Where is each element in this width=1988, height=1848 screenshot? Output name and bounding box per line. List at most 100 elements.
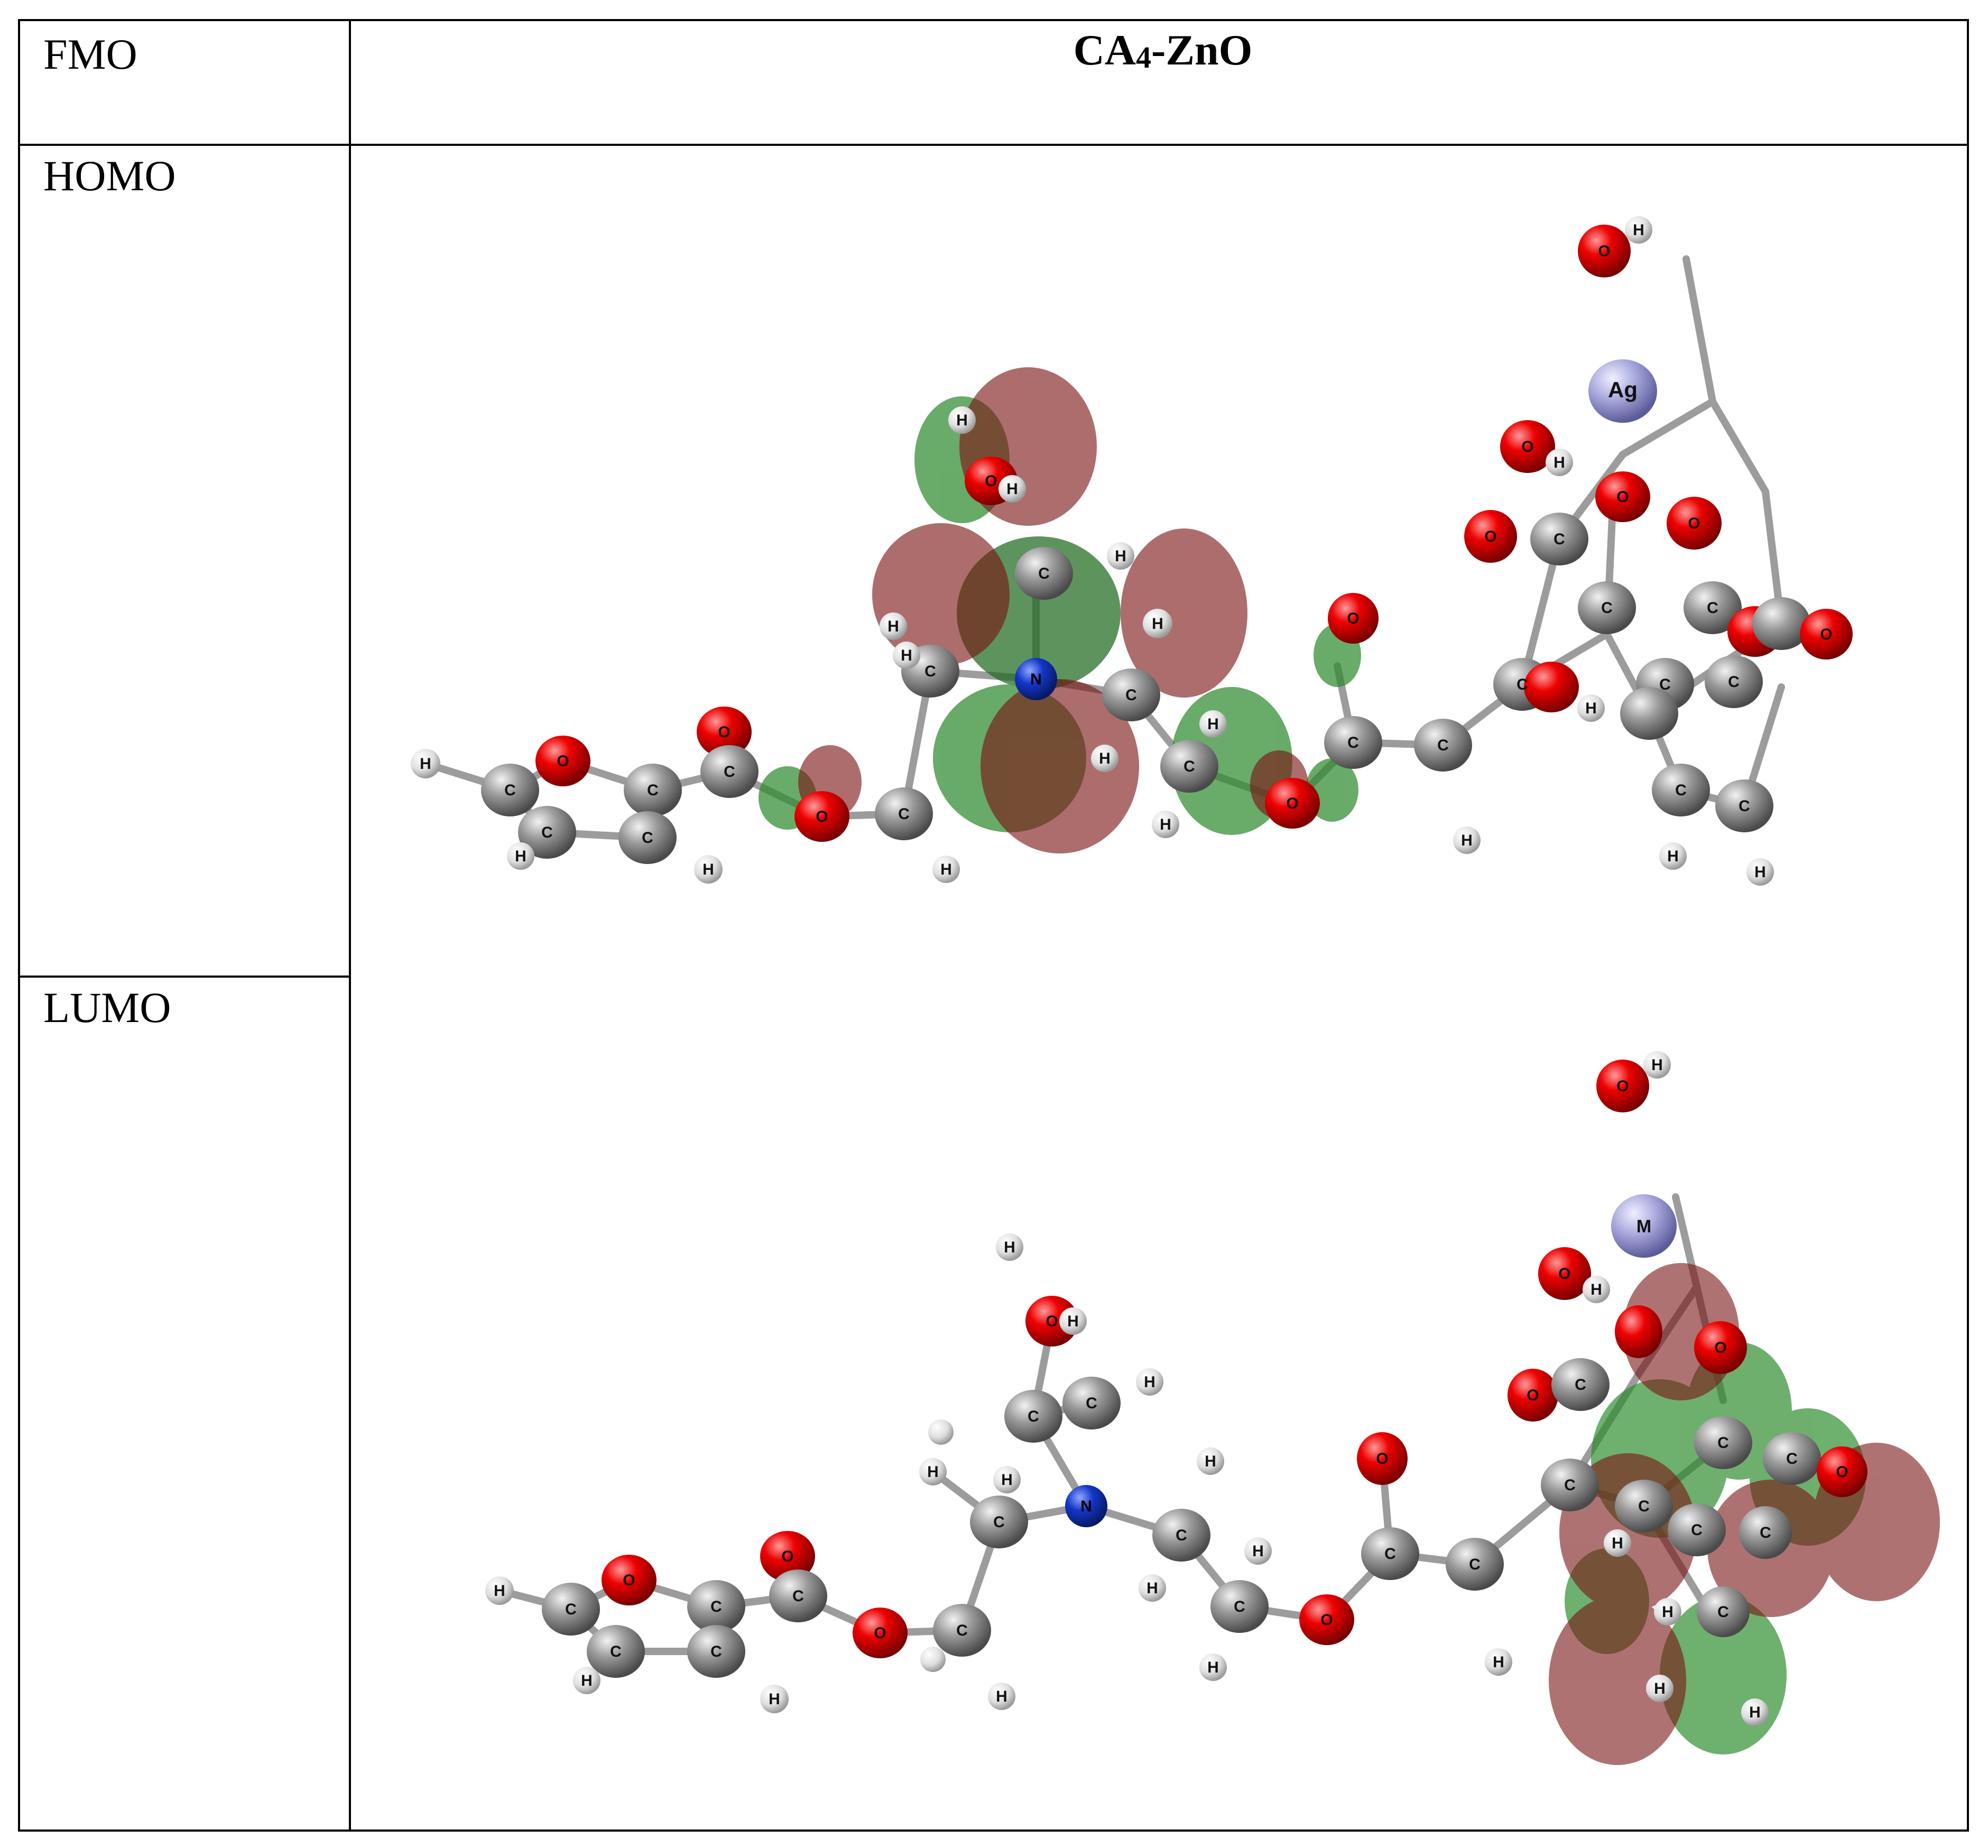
- atom-label: H: [1461, 832, 1473, 849]
- atom-label: H: [1205, 1453, 1216, 1470]
- atom-label: C: [541, 824, 553, 841]
- atom-label: O: [1286, 795, 1298, 812]
- atom-label: H: [956, 412, 968, 429]
- atom-label: C: [710, 1598, 722, 1615]
- atom-label: C: [565, 1601, 577, 1618]
- atom-label: H: [1001, 1471, 1013, 1489]
- atom-label: H: [940, 861, 952, 878]
- atom-label: O: [781, 1548, 793, 1565]
- atom-label: C: [1575, 1376, 1586, 1394]
- atom-label: O: [985, 472, 997, 490]
- atom-label: H: [1585, 700, 1597, 717]
- atom-label: C: [647, 782, 659, 799]
- atom-label: H: [1252, 1543, 1264, 1560]
- atom-label: C: [1086, 1395, 1097, 1412]
- atom-label: H: [1067, 1313, 1079, 1330]
- atom-label: C: [1028, 1408, 1039, 1425]
- atom-label: C: [1717, 1434, 1729, 1452]
- atom-label: C: [724, 763, 735, 781]
- header-compound: CA4-ZnO: [1004, 29, 1321, 73]
- atom-label: C: [956, 1622, 968, 1639]
- atom-label: H: [420, 755, 431, 773]
- atom-label: C: [1659, 676, 1671, 693]
- atom-label: C: [1517, 676, 1528, 693]
- atom-label: H: [1651, 1056, 1663, 1074]
- atom-label: H: [1207, 1659, 1219, 1676]
- atom-label: O: [1347, 610, 1359, 627]
- atom-label: C: [1437, 737, 1449, 754]
- atom-label: O: [718, 723, 730, 741]
- atom-label: H: [515, 848, 526, 865]
- atom-label: M: [1636, 1216, 1651, 1237]
- atom-label: H: [769, 1691, 780, 1708]
- homo-atoms: [411, 216, 1853, 886]
- row-label-lumo: LUMO: [43, 983, 171, 1032]
- atom-label: H: [1160, 816, 1171, 833]
- atom-label: C: [1564, 1476, 1576, 1494]
- atom-label: C: [504, 782, 516, 799]
- atom-label: H: [702, 861, 714, 878]
- atom-label: C: [1554, 531, 1565, 548]
- atom-label: C: [1717, 1603, 1729, 1621]
- atom-label: N: [1080, 1498, 1092, 1515]
- atom-label: O: [1521, 438, 1533, 456]
- homo-atom-labels: H C O C H C C H O C O C H C H H N C O H …: [420, 221, 1833, 881]
- header-compound-main: CA: [1073, 26, 1136, 74]
- atom-label: C: [1176, 1527, 1187, 1544]
- atom-label: H: [1115, 547, 1126, 565]
- atom-label: C: [1728, 673, 1740, 691]
- atom-label: H: [1591, 1281, 1602, 1298]
- atom-label: O: [1376, 1450, 1388, 1468]
- atom-label: C: [1707, 599, 1718, 617]
- atom-label: H: [1633, 221, 1644, 239]
- atom-label: H: [1152, 615, 1163, 633]
- lumo-atoms: [485, 1051, 1867, 1726]
- atom-label: H: [1754, 863, 1766, 881]
- atom-label: O: [874, 1624, 886, 1642]
- atom-label: H: [1612, 1535, 1623, 1552]
- lumo-molecule-image: H C O C H C C H O C O C H C H H N C C O …: [485, 1051, 1940, 1765]
- atom-label: C: [1739, 797, 1750, 815]
- atom-label: C: [1786, 1450, 1798, 1468]
- atom-label: C: [1638, 1498, 1650, 1515]
- header-compound-sub: 4: [1136, 40, 1152, 75]
- atom-label: O: [1598, 243, 1610, 260]
- atom-label: H: [1749, 1704, 1761, 1721]
- atom-label: O: [1527, 1387, 1539, 1404]
- atom-label: O: [816, 808, 828, 825]
- atom-label: C: [1760, 1524, 1771, 1541]
- atom-label: C: [710, 1643, 722, 1660]
- atom-label: H: [1146, 1580, 1158, 1597]
- atom-label: C: [1125, 686, 1137, 704]
- atom-label: H: [1662, 1603, 1673, 1621]
- homo-molecule-image: H C O C H C C H O C O C H C H H N C O H …: [411, 216, 1853, 886]
- atom-label: C: [1601, 599, 1613, 617]
- atom-label: H: [581, 1672, 593, 1689]
- atom-label: H: [927, 1463, 939, 1481]
- atom-label: O: [1558, 1265, 1570, 1283]
- atom-label: C: [1038, 565, 1050, 582]
- header-fmo: FMO: [43, 30, 137, 78]
- atom-label: C: [1691, 1521, 1703, 1539]
- atom-label: H: [901, 647, 912, 664]
- atom-label: H: [1207, 716, 1219, 733]
- atom-label: C: [993, 1513, 1005, 1531]
- row-label-homo: HOMO: [43, 152, 176, 200]
- atom-label: O: [1484, 528, 1496, 545]
- atom-label: C: [1675, 782, 1687, 799]
- lumo-atom-labels: H C O C H C C H O C O C H C H H N C C O …: [494, 1056, 1848, 1721]
- atom-label: O: [623, 1572, 635, 1589]
- atom-label: H: [996, 1688, 1007, 1705]
- atom-label: O: [1820, 626, 1832, 643]
- atom-label: C: [792, 1587, 804, 1605]
- atom-label: H: [1004, 1239, 1015, 1256]
- atom-label: O: [1320, 1611, 1333, 1629]
- header-compound-tail: -ZnO: [1151, 26, 1253, 74]
- atom-label: H: [1493, 1654, 1504, 1671]
- atom-label: H: [1654, 1680, 1666, 1697]
- atom-label: C: [1469, 1556, 1481, 1573]
- atom-label: O: [1616, 488, 1629, 506]
- atom-label: C: [1234, 1598, 1245, 1615]
- atom-label: H: [1006, 480, 1018, 498]
